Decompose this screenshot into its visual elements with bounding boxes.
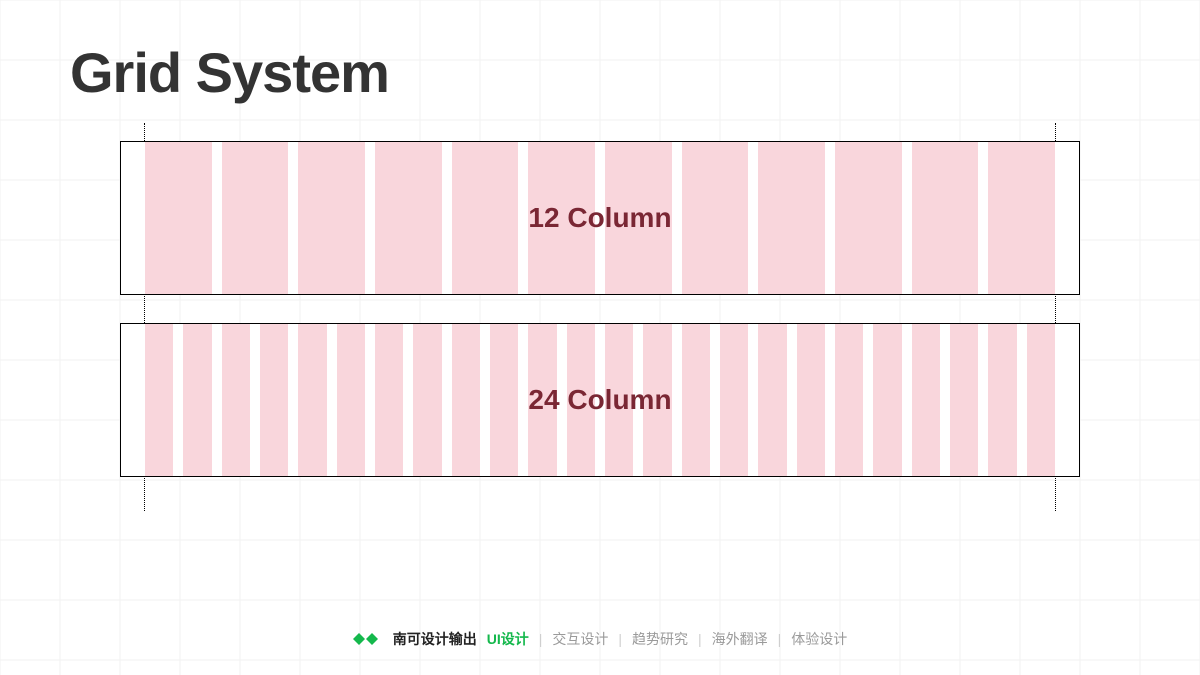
grid-column [452, 324, 480, 476]
grid-column [835, 142, 902, 294]
grid-column [605, 324, 633, 476]
grid-demo-area: 12 Column 24 Column [120, 141, 1080, 477]
grid-column [528, 324, 556, 476]
grid-column [222, 324, 250, 476]
footer-item[interactable]: UI设计 [487, 629, 529, 649]
footer-separator: | [698, 631, 702, 647]
grid-column [988, 142, 1055, 294]
grid-column [682, 142, 749, 294]
grid-column [1027, 324, 1055, 476]
grid-column [912, 324, 940, 476]
footer-separator: | [618, 631, 622, 647]
grid-column [298, 142, 365, 294]
grid-column [222, 142, 289, 294]
grid-column [298, 324, 326, 476]
grid-column [835, 324, 863, 476]
grid-column [912, 142, 979, 294]
grid-column [183, 324, 211, 476]
grid-column [758, 142, 825, 294]
grid-12-columns [121, 142, 1079, 294]
grid-column [682, 324, 710, 476]
grid-column [337, 324, 365, 476]
footer-separator: | [778, 631, 782, 647]
grid-column [567, 324, 595, 476]
grid-24-box: 24 Column [120, 323, 1080, 477]
grid-column [758, 324, 786, 476]
grid-column [490, 324, 518, 476]
footer-item[interactable]: 海外翻译 [712, 629, 768, 649]
footer-item[interactable]: 体验设计 [791, 629, 847, 649]
grid-column [720, 324, 748, 476]
grid-column [950, 324, 978, 476]
grid-column [873, 324, 901, 476]
grid-column [452, 142, 519, 294]
grid-column [145, 142, 212, 294]
grid-24-columns [121, 324, 1079, 476]
grid-column [797, 324, 825, 476]
brand-name: 南可设计输出 [393, 629, 477, 649]
grid-column [375, 324, 403, 476]
footer-item[interactable]: 趋势研究 [632, 629, 688, 649]
grid-column [413, 324, 441, 476]
grid-column [643, 324, 671, 476]
brand-logo-icon [353, 631, 379, 647]
grid-column [260, 324, 288, 476]
page-title: Grid System [70, 40, 1130, 105]
footer-item[interactable]: 交互设计 [552, 629, 608, 649]
footer-nav: 南可设计输出 UI设计 | 交互设计 | 趋势研究 | 海外翻译 | 体验设计 [0, 629, 1200, 649]
grid-column [375, 142, 442, 294]
grid-12-box: 12 Column [120, 141, 1080, 295]
grid-column [605, 142, 672, 294]
grid-column [145, 324, 173, 476]
grid-column [528, 142, 595, 294]
footer-separator: | [539, 631, 543, 647]
grid-column [988, 324, 1016, 476]
